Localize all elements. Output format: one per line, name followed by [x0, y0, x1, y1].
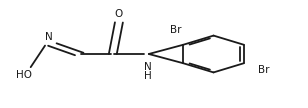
Text: HO: HO	[16, 70, 32, 80]
Text: O: O	[115, 9, 123, 19]
Text: Br: Br	[170, 25, 181, 35]
Text: N: N	[45, 32, 53, 42]
Text: Br: Br	[258, 64, 270, 75]
Text: N
H: N H	[144, 63, 152, 81]
